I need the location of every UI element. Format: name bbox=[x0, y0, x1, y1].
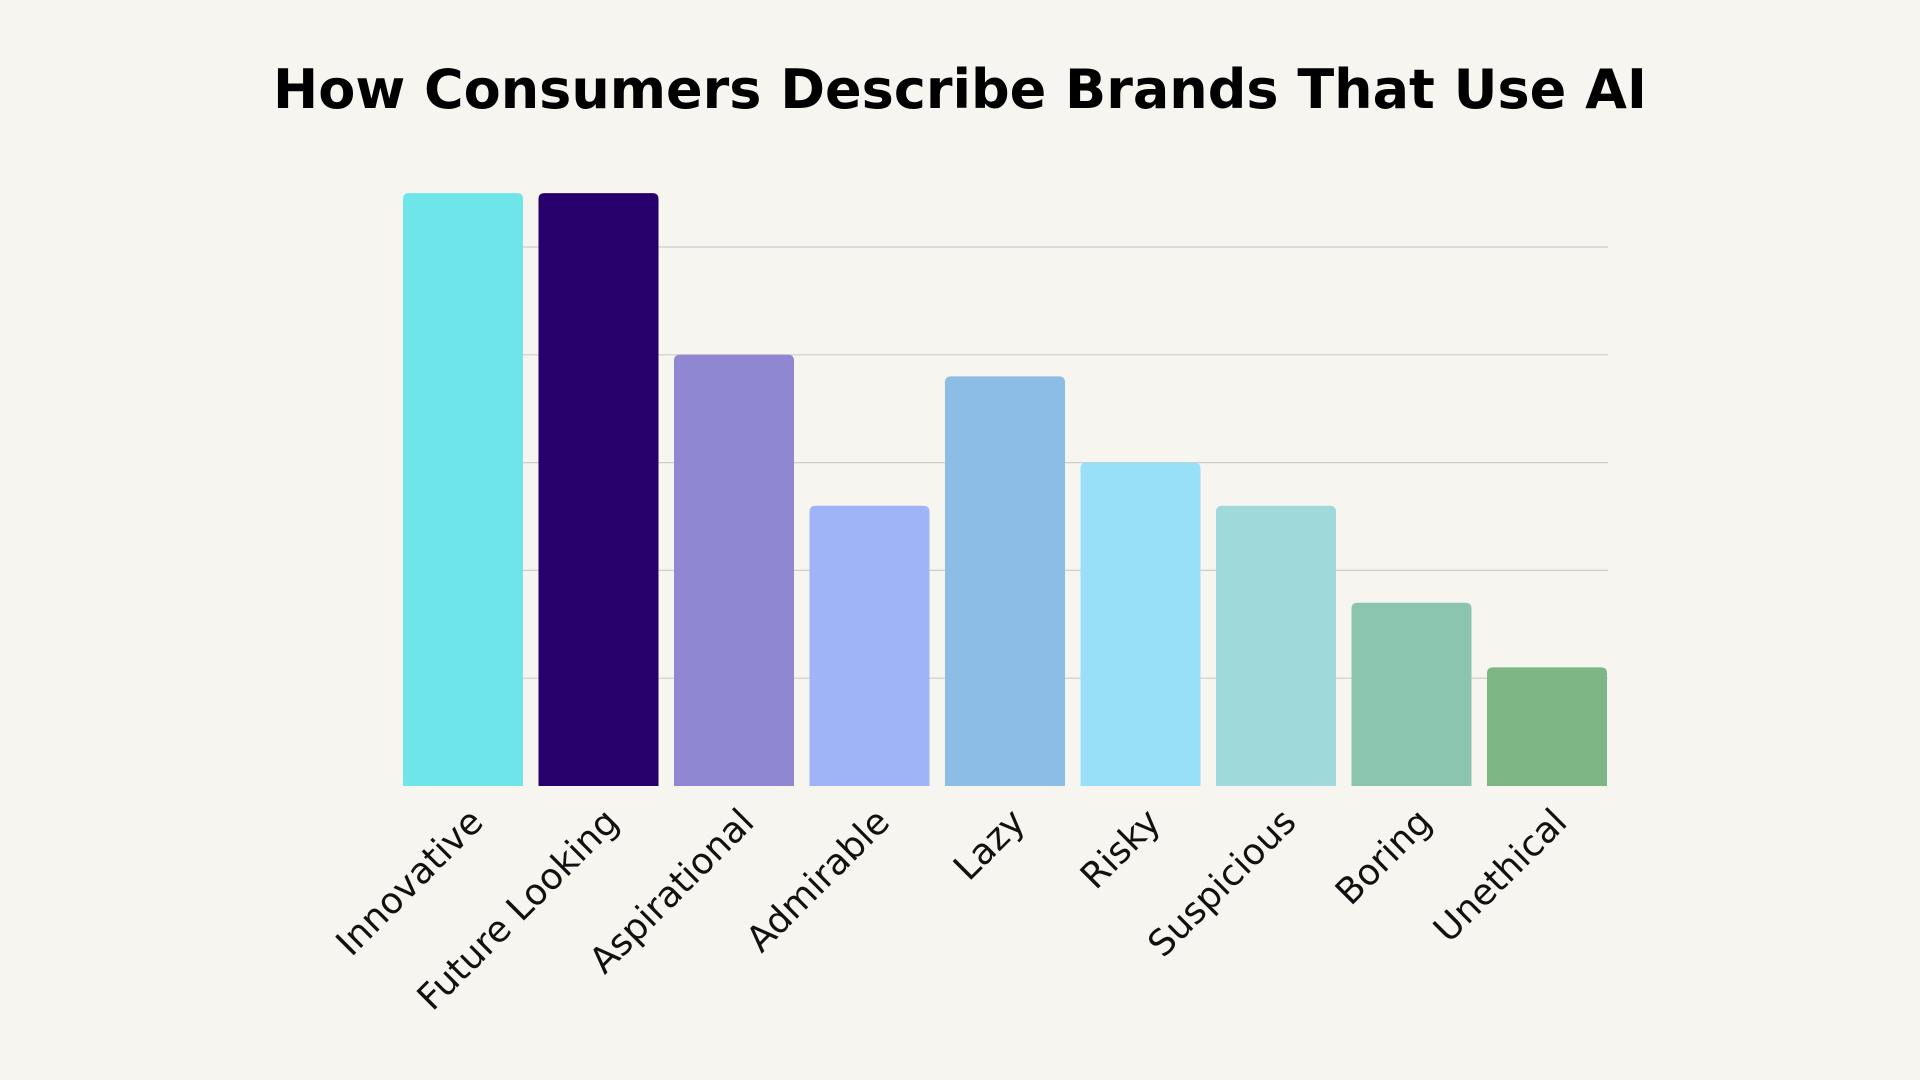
x-tick-label: Suspicious bbox=[1141, 801, 1305, 965]
bar-boring bbox=[1351, 602, 1472, 786]
bar-lazy bbox=[945, 376, 1065, 786]
bar-future-looking bbox=[538, 193, 659, 787]
x-tick-label: Boring bbox=[1328, 801, 1440, 913]
x-tick-label: Lazy bbox=[946, 801, 1033, 888]
bars bbox=[403, 193, 1607, 787]
bar-unethical bbox=[1487, 667, 1607, 786]
x-tick-label: Unethical bbox=[1426, 801, 1575, 950]
chart-title: How Consumers Describe Brands That Use A… bbox=[273, 58, 1647, 121]
bar-innovative bbox=[403, 193, 523, 787]
bar-admirable bbox=[809, 505, 930, 786]
x-tick-label: Admirable bbox=[739, 801, 898, 960]
bar-risky bbox=[1080, 462, 1201, 786]
x-tick-label: Risky bbox=[1073, 801, 1169, 897]
bar-aspirational bbox=[674, 354, 794, 786]
bar-suspicious bbox=[1216, 505, 1336, 786]
